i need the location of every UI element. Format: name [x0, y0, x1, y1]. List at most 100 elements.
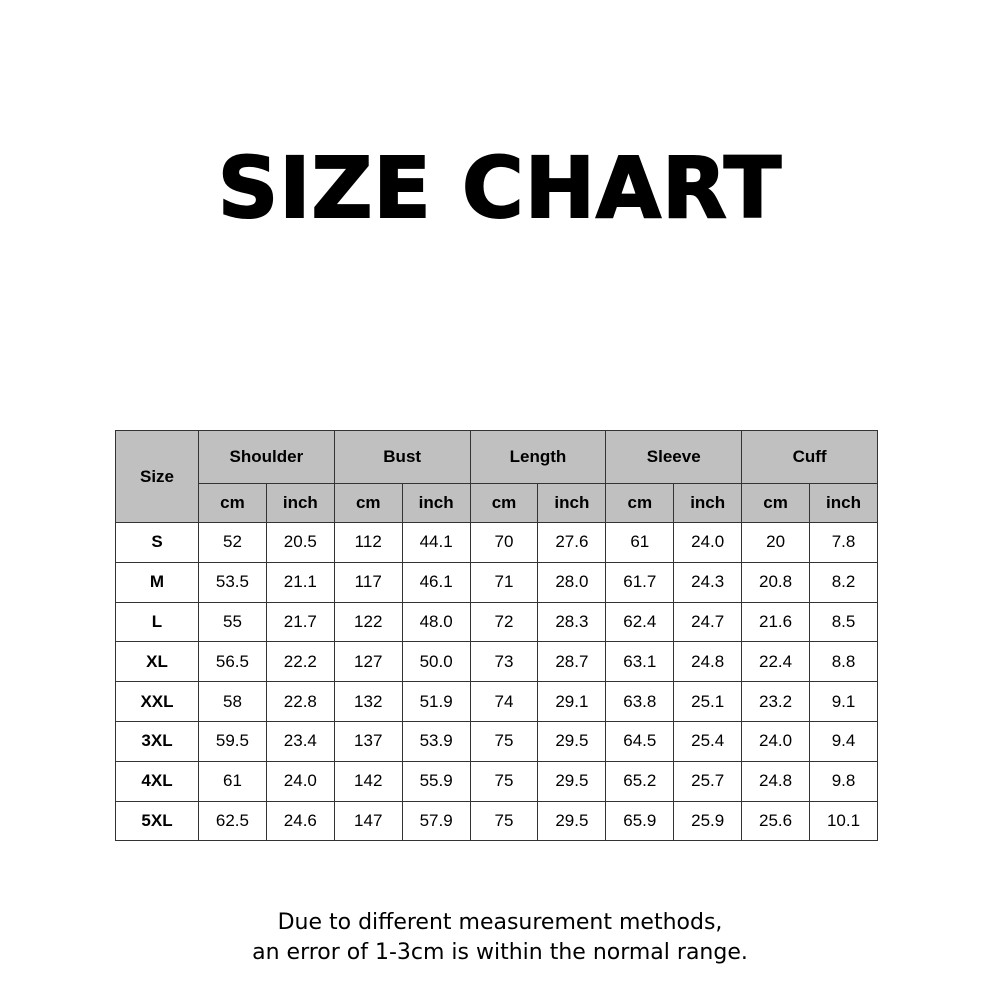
value-cell: 24.6 — [265, 800, 335, 842]
value-cell: 74 — [469, 681, 539, 722]
unit-header-cm: cm — [605, 483, 675, 523]
value-cell: 21.1 — [265, 561, 335, 603]
measurement-note: Due to different measurement methods, an… — [0, 908, 1000, 968]
value-cell: 28.0 — [537, 561, 607, 603]
size-table: Size Shoulder Bust Length Sleeve Cuff cm inch… — [115, 430, 878, 842]
value-cell: 46.1 — [401, 561, 471, 603]
group-header-cuff: Cuff — [741, 430, 878, 484]
value-cell: 62.5 — [198, 800, 267, 842]
unit-header-inch: inch — [673, 483, 743, 523]
value-cell: 9.1 — [809, 681, 878, 722]
size-cell: L — [115, 601, 199, 643]
value-cell: 28.3 — [537, 601, 607, 643]
value-cell: 142 — [333, 760, 403, 802]
value-cell: 29.5 — [537, 760, 607, 802]
value-cell: 57.9 — [401, 800, 471, 842]
value-cell: 71 — [469, 561, 539, 603]
value-cell: 63.8 — [605, 681, 675, 722]
value-cell: 132 — [333, 681, 403, 722]
size-cell: S — [115, 522, 199, 563]
unit-header-inch: inch — [265, 483, 335, 523]
value-cell: 44.1 — [401, 522, 471, 563]
value-cell: 27.6 — [537, 522, 607, 563]
value-cell: 51.9 — [401, 681, 471, 722]
value-cell: 10.1 — [809, 800, 878, 842]
value-cell: 24.0 — [741, 720, 811, 762]
group-header-length: Length — [469, 430, 607, 484]
table-row: 3XL 59.5 23.4 137 53.9 75 29.5 64.5 25.4 24.0 9.4 — [115, 720, 878, 762]
value-cell: 9.8 — [809, 760, 878, 802]
unit-header-cm: cm — [198, 483, 267, 523]
value-cell: 72 — [469, 601, 539, 643]
table-row: 5XL 62.5 24.6 147 57.9 75 29.5 65.9 25.9 25.6 10.1 — [115, 800, 878, 842]
note-line-2: an error of 1-3cm is within the normal r… — [252, 940, 748, 965]
value-cell: 25.7 — [673, 760, 743, 802]
value-cell: 56.5 — [198, 641, 267, 683]
value-cell: 20.8 — [741, 561, 811, 603]
value-cell: 22.4 — [741, 641, 811, 683]
value-cell: 58 — [198, 681, 267, 722]
value-cell: 25.6 — [741, 800, 811, 842]
value-cell: 24.3 — [673, 561, 743, 603]
unit-header-cm: cm — [333, 483, 403, 523]
value-cell: 9.4 — [809, 720, 878, 762]
value-cell: 52 — [198, 522, 267, 563]
unit-header-cm: cm — [741, 483, 811, 523]
value-cell: 117 — [333, 561, 403, 603]
value-cell: 61 — [198, 760, 267, 802]
table-row: L 55 21.7 122 48.0 72 28.3 62.4 24.7 21.6 8.5 — [115, 601, 878, 643]
unit-header-inch: inch — [401, 483, 471, 523]
value-cell: 48.0 — [401, 601, 471, 643]
value-cell: 29.1 — [537, 681, 607, 722]
value-cell: 20.5 — [265, 522, 335, 563]
value-cell: 21.7 — [265, 601, 335, 643]
group-header-sleeve: Sleeve — [605, 430, 743, 484]
value-cell: 63.1 — [605, 641, 675, 683]
value-cell: 70 — [469, 522, 539, 563]
group-header-bust: Bust — [333, 430, 471, 484]
value-cell: 127 — [333, 641, 403, 683]
value-cell: 23.2 — [741, 681, 811, 722]
value-cell: 24.8 — [673, 641, 743, 683]
table-row: XL 56.5 22.2 127 50.0 73 28.7 63.1 24.8 22.4 8.8 — [115, 641, 878, 683]
value-cell: 61 — [605, 522, 675, 563]
size-cell: XXL — [115, 681, 199, 722]
size-cell: XL — [115, 641, 199, 683]
unit-header-inch: inch — [809, 483, 878, 523]
size-cell: M — [115, 561, 199, 603]
value-cell: 29.5 — [537, 720, 607, 762]
note-line-1: Due to different measurement methods, — [277, 910, 723, 935]
value-cell: 62.4 — [605, 601, 675, 643]
value-cell: 61.7 — [605, 561, 675, 603]
value-cell: 75 — [469, 720, 539, 762]
value-cell: 24.0 — [265, 760, 335, 802]
value-cell: 50.0 — [401, 641, 471, 683]
value-cell: 24.0 — [673, 522, 743, 563]
value-cell: 23.4 — [265, 720, 335, 762]
value-cell: 53.9 — [401, 720, 471, 762]
table-row: S 52 20.5 112 44.1 70 27.6 61 24.0 20 7.8 — [115, 522, 878, 563]
value-cell: 147 — [333, 800, 403, 842]
size-cell: 5XL — [115, 800, 199, 842]
value-cell: 53.5 — [198, 561, 267, 603]
value-cell: 65.2 — [605, 760, 675, 802]
table-row: M 53.5 21.1 117 46.1 71 28.0 61.7 24.3 20.8 8.2 — [115, 561, 878, 603]
value-cell: 24.8 — [741, 760, 811, 802]
unit-header-cm: cm — [469, 483, 539, 523]
value-cell: 59.5 — [198, 720, 267, 762]
value-cell: 73 — [469, 641, 539, 683]
value-cell: 24.7 — [673, 601, 743, 643]
value-cell: 55.9 — [401, 760, 471, 802]
value-cell: 21.6 — [741, 601, 811, 643]
value-cell: 137 — [333, 720, 403, 762]
group-header-shoulder: Shoulder — [198, 430, 335, 484]
unit-header-inch: inch — [537, 483, 607, 523]
size-header: Size — [115, 430, 199, 523]
value-cell: 8.8 — [809, 641, 878, 683]
value-cell: 112 — [333, 522, 403, 563]
value-cell: 75 — [469, 800, 539, 842]
value-cell: 8.5 — [809, 601, 878, 643]
table-row: XXL 58 22.8 132 51.9 74 29.1 63.8 25.1 23.2 9.1 — [115, 681, 878, 722]
value-cell: 75 — [469, 760, 539, 802]
value-cell: 22.8 — [265, 681, 335, 722]
